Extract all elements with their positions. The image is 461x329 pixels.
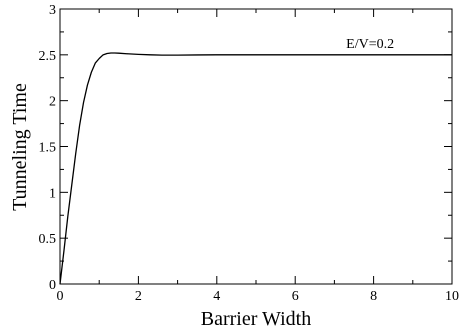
x-tick-label: 0 bbox=[57, 289, 64, 304]
y-axis-title: Tunneling Time bbox=[9, 83, 31, 211]
y-tick-label: 1.5 bbox=[39, 141, 57, 156]
x-axis-title: Barrier Width bbox=[201, 308, 311, 329]
y-tick-label: 0.5 bbox=[39, 232, 57, 247]
series-line bbox=[59, 52, 452, 285]
y-tick-label: 1 bbox=[49, 186, 56, 201]
y-tick-label: 0 bbox=[49, 278, 56, 293]
series-layer bbox=[59, 52, 452, 285]
y-tick-label: 2.5 bbox=[39, 49, 57, 64]
annotations: E/V=0.2 bbox=[346, 37, 394, 52]
x-tick-label: 8 bbox=[370, 289, 377, 304]
y-tick-label: 3 bbox=[49, 3, 56, 18]
y-tick-label: 2 bbox=[49, 95, 56, 110]
ticks: 0 2 4 6 8 10 0 0.5 1 1.5 2 2.5 3 bbox=[39, 3, 460, 304]
x-tick-label: 10 bbox=[445, 289, 459, 304]
x-tick-label: 6 bbox=[292, 289, 299, 304]
x-tick-label: 4 bbox=[213, 289, 220, 304]
x-tick-label: 2 bbox=[135, 289, 142, 304]
annotation-label: E/V=0.2 bbox=[346, 37, 394, 52]
